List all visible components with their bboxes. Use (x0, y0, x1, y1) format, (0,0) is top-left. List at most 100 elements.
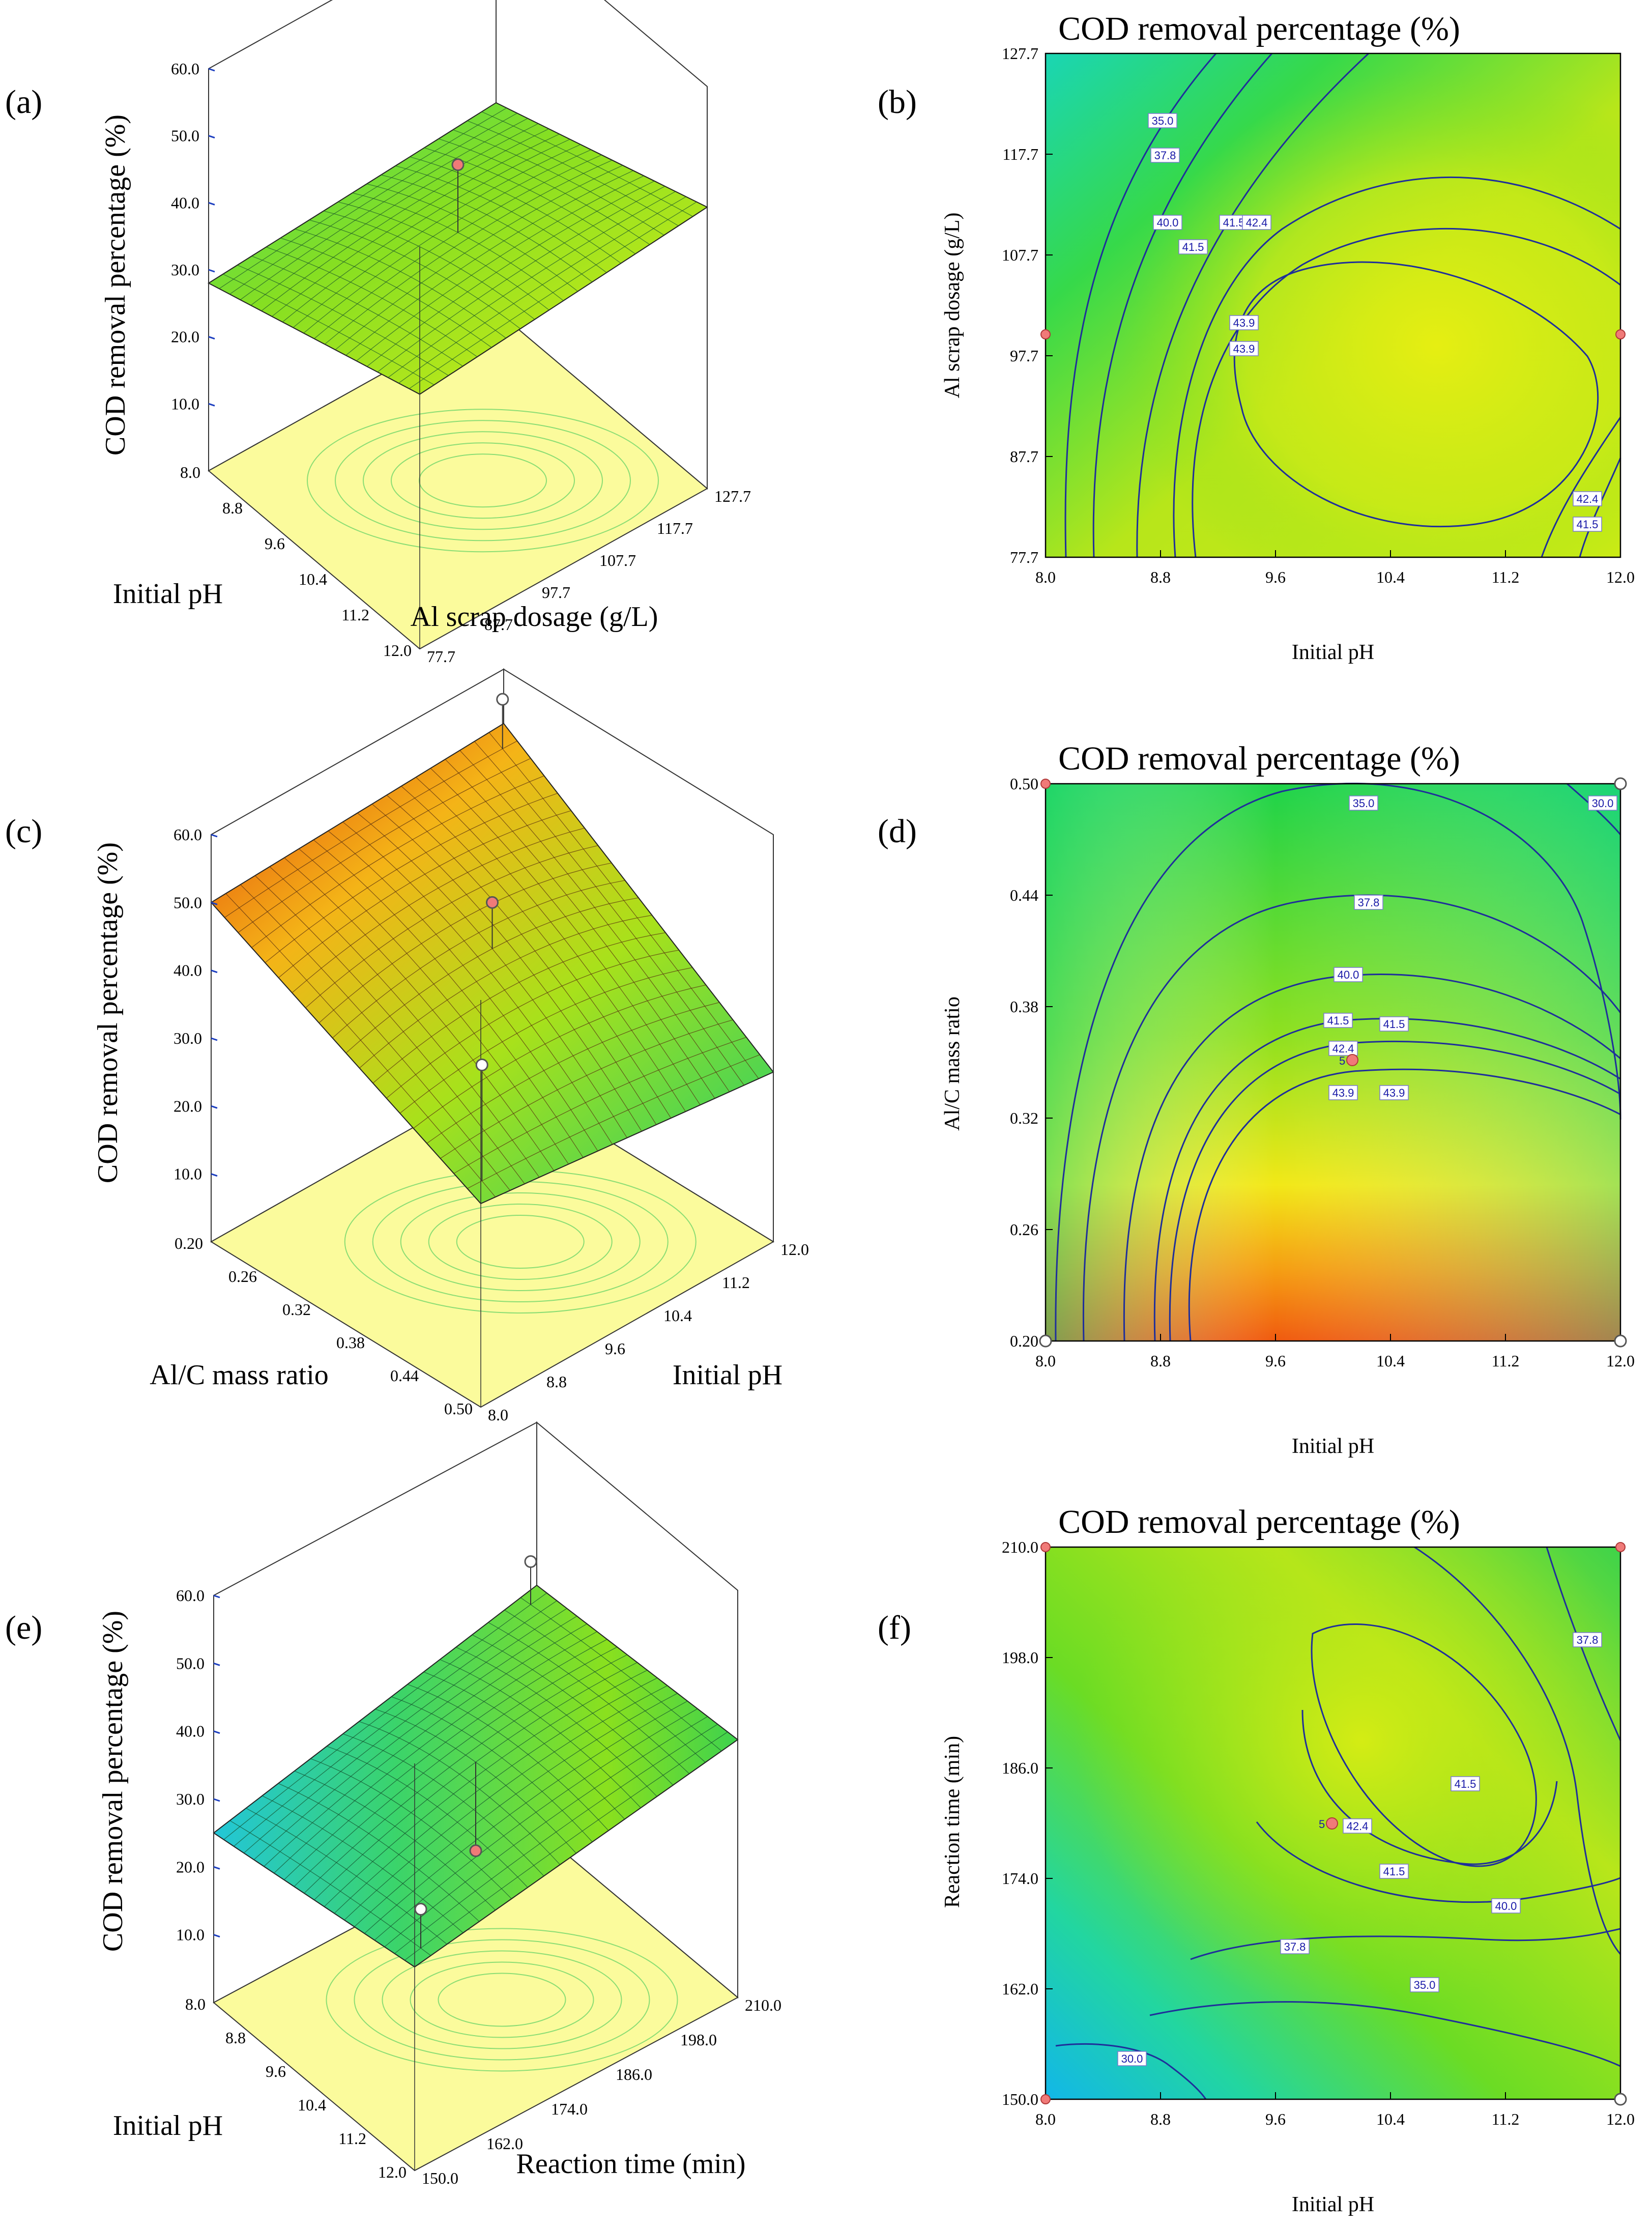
surface-grid-line (354, 1693, 678, 1927)
axis1-tick-label: 8.0 (185, 1995, 206, 2013)
x-tick-label: 12.0 (1606, 2110, 1635, 2128)
x-tick-label: 8.0 (1035, 2110, 1056, 2128)
y-tick-label: 0.50 (1010, 775, 1038, 793)
axis1-tick-label: 0.32 (282, 1300, 311, 1319)
panel-letter-d: (d) (878, 813, 917, 850)
floor-contour (382, 1950, 622, 2049)
x-tick-label: 9.6 (1265, 2110, 1286, 2128)
surface-grid-line (426, 1002, 720, 1144)
design-point-f (1040, 1542, 1051, 1552)
x-tick-label: 12.0 (1606, 568, 1635, 586)
surface-grid-line (366, 183, 578, 292)
contour-label-box (1343, 1818, 1372, 1834)
contour-line-f (1256, 1821, 1621, 1903)
surface-grid-line (366, 181, 655, 367)
contour-labels-f: 37.8 42.4 41.5 41.5 40.0 37.8 35.0 30.0 (1117, 1632, 1602, 2066)
z-tick-mark (213, 1798, 220, 1802)
contour-line-f (1414, 1546, 1621, 1955)
contour-label-box (1588, 795, 1617, 811)
axis2-label: Al scrap dosage (g/L) (411, 601, 658, 633)
y-tick-label: 97.7 (1010, 347, 1038, 365)
z-tick-label: 40.0 (176, 1722, 205, 1740)
axis2-tick-label: 11.2 (722, 1273, 750, 1292)
surface-grid-line (440, 1019, 733, 1159)
contour-label: 37.8 (1154, 149, 1176, 162)
z-tick-mark (208, 269, 215, 273)
axis2-tick-label: 174.0 (551, 2100, 588, 2118)
contour-label: 42.4 (1246, 216, 1268, 229)
y-tick-label: 87.7 (1010, 447, 1038, 466)
floor-contour (391, 442, 575, 519)
contour-label: 41.5 (1327, 1014, 1349, 1027)
z-tick-mark (208, 336, 215, 340)
contour-line-b (1136, 52, 1370, 558)
x-tick-label: 11.2 (1492, 568, 1520, 586)
floor-contour (456, 1215, 585, 1269)
z-tick-mark (211, 1105, 218, 1109)
axis1-tick-label: 0.50 (444, 1400, 473, 1418)
axis2-tick-label: 77.7 (427, 647, 455, 666)
surface-grid-line (364, 1700, 688, 1934)
contour-label: 43.9 (1332, 1087, 1354, 1099)
surface-grid-line (410, 156, 621, 264)
y-tick-label: 162.0 (1002, 1980, 1038, 1998)
z-tick-mark (213, 1866, 220, 1870)
x-tick-label: 11.2 (1492, 1352, 1520, 1370)
z-tick-mark (211, 1173, 218, 1177)
surface-panel-c: 10.0 20.0 30.0 40.0 50.0 60.0 0.20 0.26 0.32 0.38… (92, 668, 809, 1424)
contour-line-b (1541, 417, 1621, 558)
axis2-tick-label: 127.7 (714, 487, 751, 505)
plot-area-d (1046, 783, 1621, 1341)
x-tick-label: 8.8 (1150, 568, 1171, 586)
contour-label: 35.0 (1152, 115, 1174, 127)
y-tick-label: 0.26 (1010, 1220, 1038, 1239)
surface-grid-line (430, 768, 701, 1105)
contour-line-d (1123, 974, 1621, 1341)
contour-panel-b: COD removal percentage (%) 8.0 8.8 9.6 10.4… (941, 10, 1635, 664)
surface-grid-line (488, 1622, 690, 1774)
design-points-b (1040, 329, 1626, 339)
contour-line-d (1153, 1018, 1621, 1341)
contour-line-f (1311, 1623, 1537, 1867)
surface-grid-line (395, 165, 607, 273)
z-tick-mark (211, 834, 218, 838)
contour-label-box (1410, 1977, 1439, 1992)
surface-grid-line (413, 984, 706, 1129)
design-point-f (1614, 2093, 1627, 2106)
surface-grid-line (384, 1716, 708, 1947)
axis1-tick-label: 9.6 (265, 534, 285, 553)
x-tick-label: 8.8 (1150, 1352, 1171, 1370)
z-tick-label: 60.0 (176, 1586, 205, 1605)
floor-contour (419, 453, 547, 508)
surface-grid-line (371, 804, 642, 1132)
z-tick-label: 20.0 (173, 1097, 202, 1115)
xlabel-b: Initial pH (1292, 641, 1374, 664)
surface-grid-line (404, 1731, 728, 1961)
axis2-tick-label: 97.7 (542, 583, 570, 602)
contour-line-b (1192, 227, 1621, 558)
surface-grid-line (423, 1671, 625, 1820)
contour-label: 41.5 (1577, 518, 1599, 531)
surface-grid-line (324, 1670, 648, 1907)
design-point-d (1040, 779, 1051, 789)
contour-title-b: COD removal percentage (%) (1058, 10, 1460, 47)
axis1-label: Initial pH (113, 2110, 223, 2142)
surface-grid-line (440, 1659, 641, 1808)
contour-label: 41.5 (1383, 1865, 1405, 1878)
center-point-label-d: 5 (1339, 1054, 1345, 1067)
contour-line-f (1055, 2043, 1207, 2100)
contour-label: 30.0 (1121, 2052, 1143, 2065)
contour-lines-d (1055, 783, 1621, 1341)
contour-label-box (1178, 239, 1208, 254)
surface-grid-line (445, 759, 715, 1099)
contour-line-b (1173, 176, 1621, 558)
surface-grid-line (416, 777, 686, 1112)
surface-grid-line (386, 794, 657, 1125)
contour-label: 41.5 (1455, 1778, 1476, 1790)
contour-label: 37.8 (1358, 896, 1380, 909)
axis2-tick-label: 107.7 (599, 551, 636, 569)
surface-grid-line (386, 950, 679, 1099)
design-point (475, 1059, 488, 1071)
surface-panel-a: 10.0 20.0 30.0 40.0 50.0 60.0 8.0 8.8 9.6 10.4 11.… (100, 0, 751, 666)
